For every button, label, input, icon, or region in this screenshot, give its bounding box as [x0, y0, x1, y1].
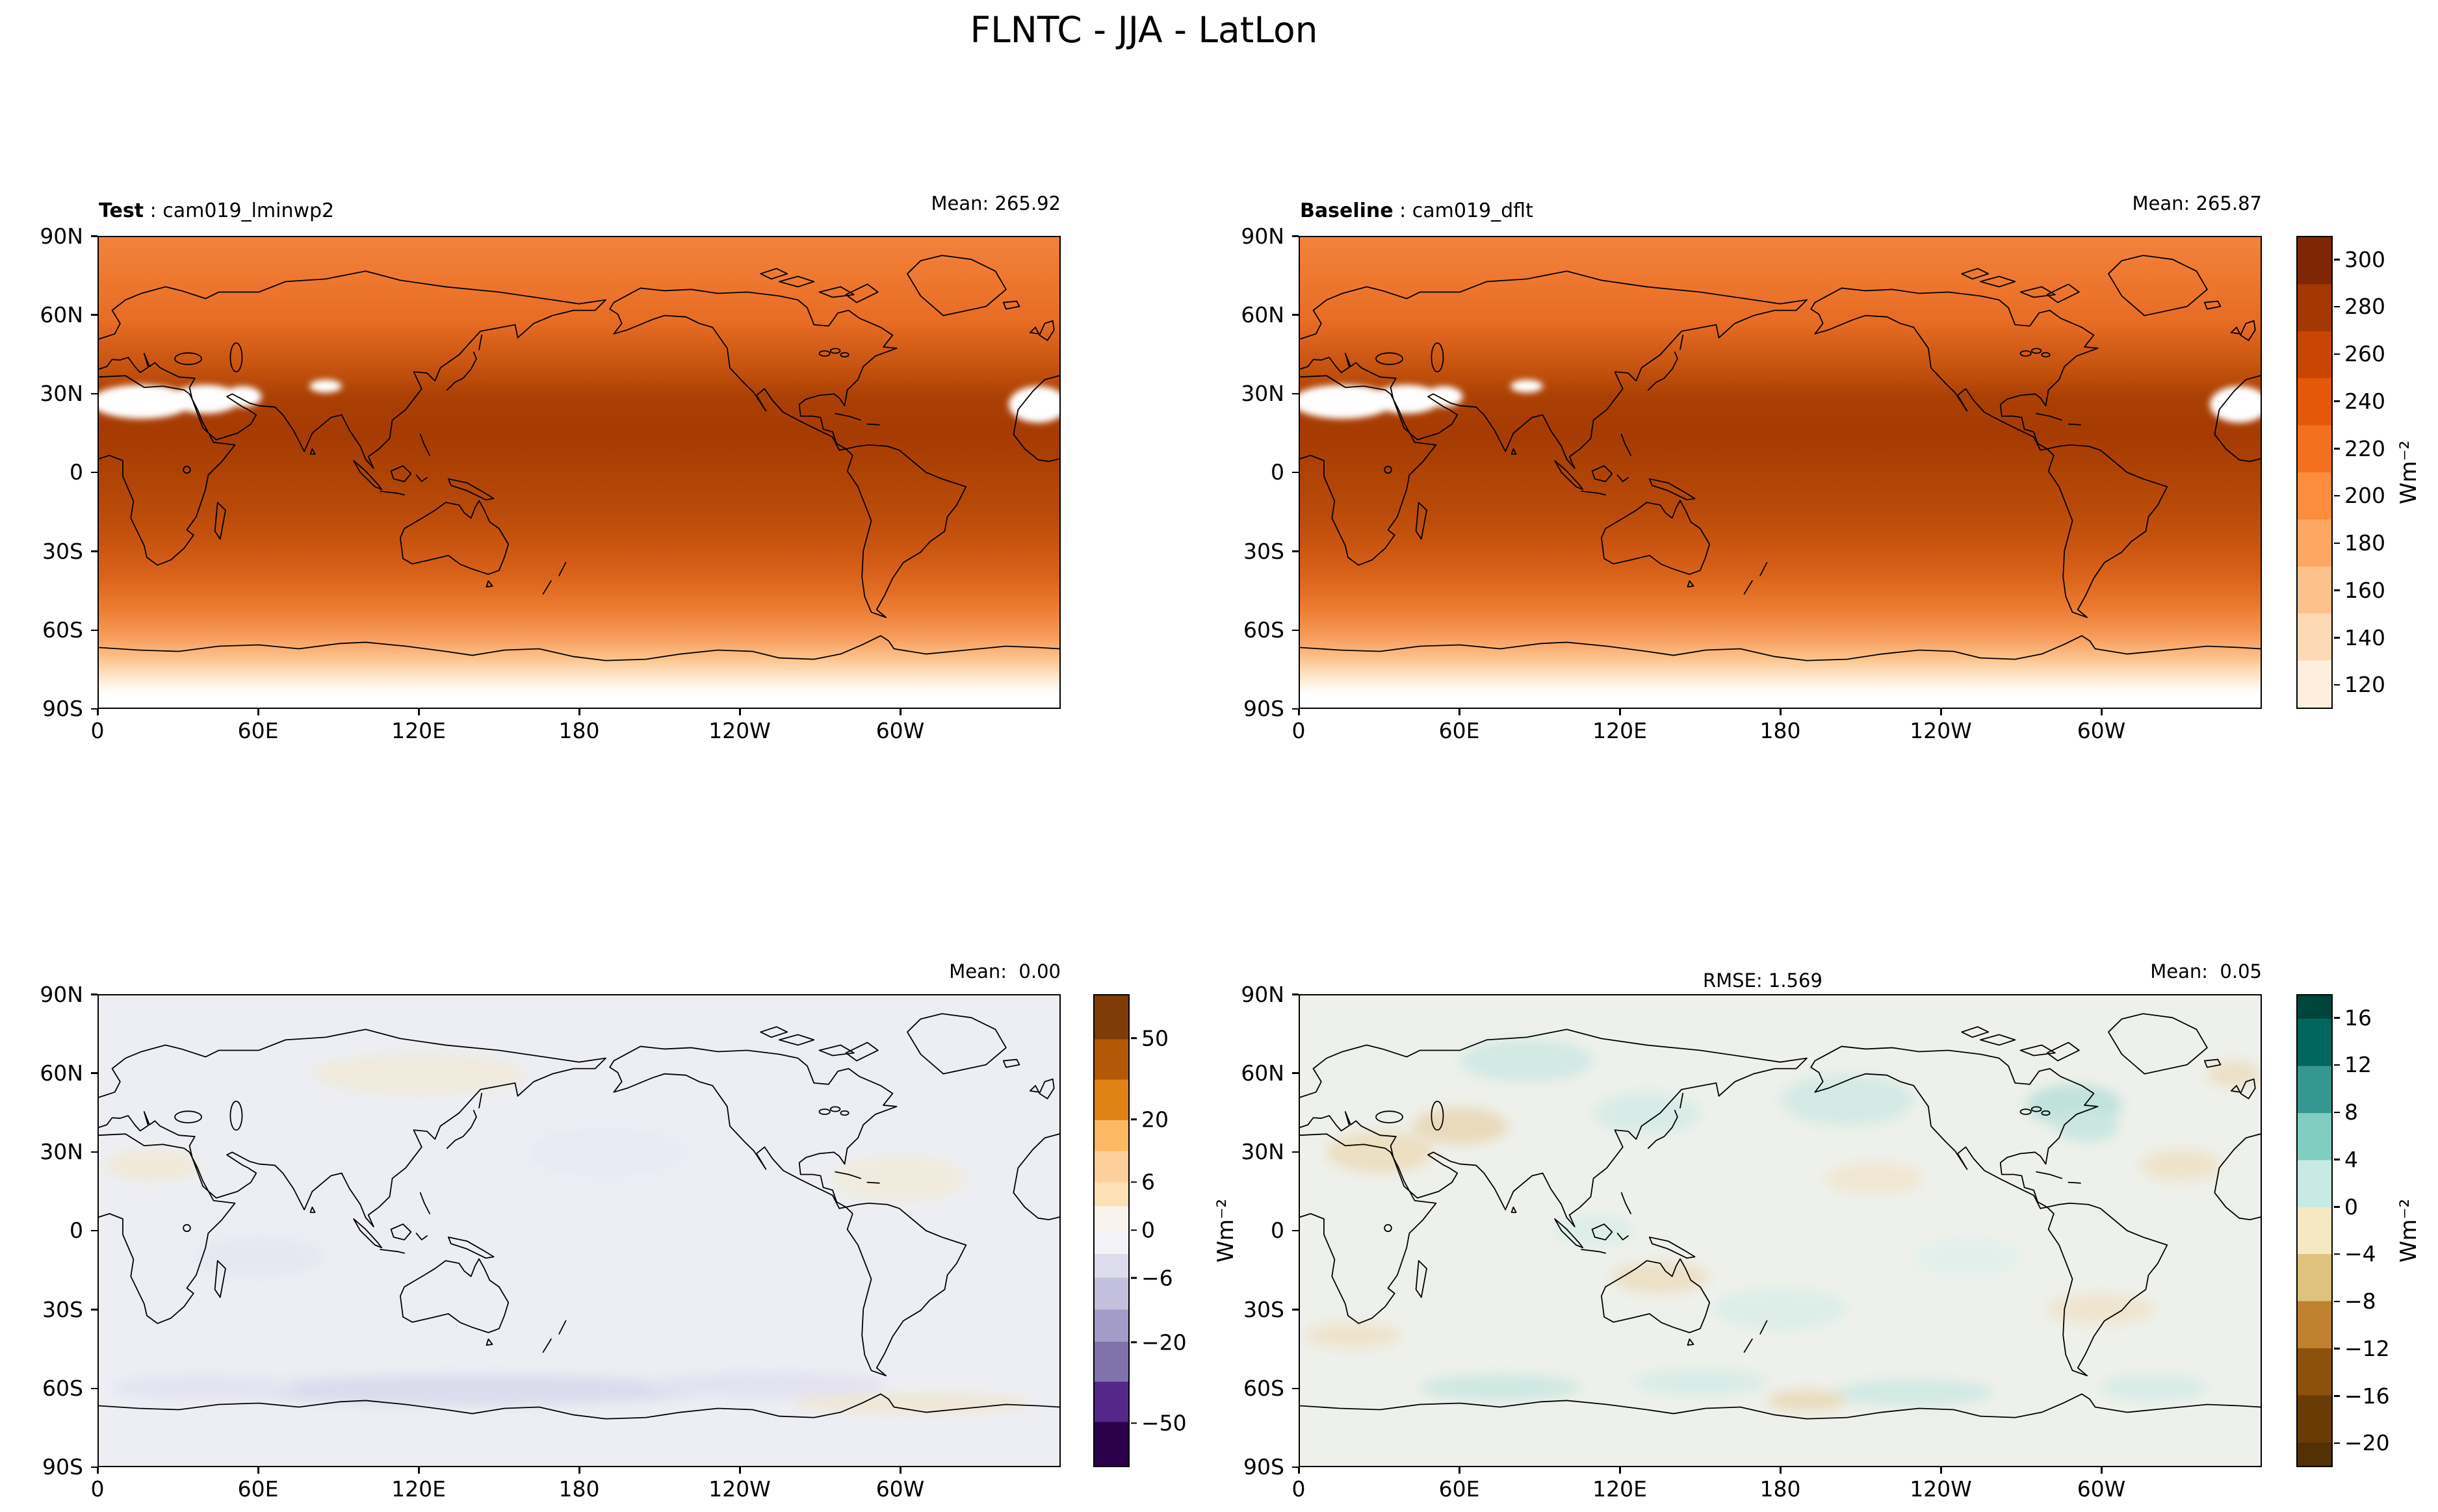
stat-mean: Mean: 0.05	[2150, 960, 2262, 982]
baseline-y-axis: 90N 60N 30N 0 30S 60S 90S	[1241, 223, 1299, 722]
colorbar-pct	[1093, 994, 1130, 1467]
map-test-svg	[99, 237, 1059, 708]
diff-x-axis: 0 60E 120E 180 120W 60W	[1291, 1467, 2126, 1502]
colorbar-tick-label: −50	[1141, 1410, 1187, 1436]
test-label: Test	[99, 199, 144, 222]
test-y-axis: 90N 60N 30N 0 30S 60S 90S	[40, 223, 97, 722]
map-baseline	[1299, 236, 2262, 709]
baseline-label: Baseline	[1300, 199, 1394, 222]
colorbar-tick-label: 6	[1141, 1169, 1155, 1195]
colorbar-absolute	[2296, 236, 2333, 709]
map-baseline-svg	[1300, 237, 2261, 708]
map-test	[97, 236, 1061, 709]
map-pct-diff-svg	[99, 995, 1059, 1466]
colorbar-absolute-ticks: 300 280 260 240 220 200 180 160 140 120	[2334, 246, 2385, 698]
map-diff-svg	[1300, 995, 2261, 1466]
test-run-name: : cam019_lminwp2	[144, 199, 335, 222]
colorbar-tick-label: −6	[1141, 1265, 1173, 1291]
colorbar-absolute-unit: Wm⁻²	[2396, 440, 2422, 505]
colorbar-tick-label: 20	[1141, 1107, 1169, 1133]
pct-diff-y-axis: 90N 60N 30N 0 30S 60S 90S	[40, 981, 97, 1480]
map-diff	[1299, 994, 2262, 1467]
figure-title: FLNTC - JJA - LatLon	[970, 9, 1318, 51]
baseline-x-axis: 0 60E 120E 180 120W 60W	[1291, 709, 2126, 743]
stat-mean: Mean: 0.00	[949, 960, 1061, 982]
stat-mean: Mean: 265.92	[931, 192, 1061, 214]
colorbar-diff	[2296, 994, 2333, 1467]
colorbar-diff-ticks: 16 12 8 4 0 −4 −8 −12 −16 −20	[2334, 1005, 2390, 1456]
map-pct-diff	[97, 994, 1061, 1467]
test-x-axis: 0 60E 120E 180 120W 60W	[90, 709, 925, 743]
colorbar-tick-label: 50	[1141, 1025, 1169, 1051]
colorbar-tick-label: −20	[1141, 1329, 1187, 1355]
diff-rmse: RMSE: 1.569	[1703, 969, 1822, 992]
diff-y-axis: 90N 60N 30N 0 30S 60S 90S	[1241, 981, 1299, 1480]
colorbar-tick-label: 0	[1141, 1217, 1155, 1243]
colorbar-diff-unit: Wm⁻²	[2396, 1198, 2422, 1263]
colorbar-pct-ticks: 50 20 6 0 −6 −20 −50	[1141, 994, 1219, 1467]
baseline-run-name: : cam019_dflt	[1393, 199, 1533, 222]
pct-diff-x-axis: 0 60E 120E 180 120W 60W	[90, 1467, 925, 1502]
stat-mean: Mean: 265.87	[2132, 192, 2262, 214]
